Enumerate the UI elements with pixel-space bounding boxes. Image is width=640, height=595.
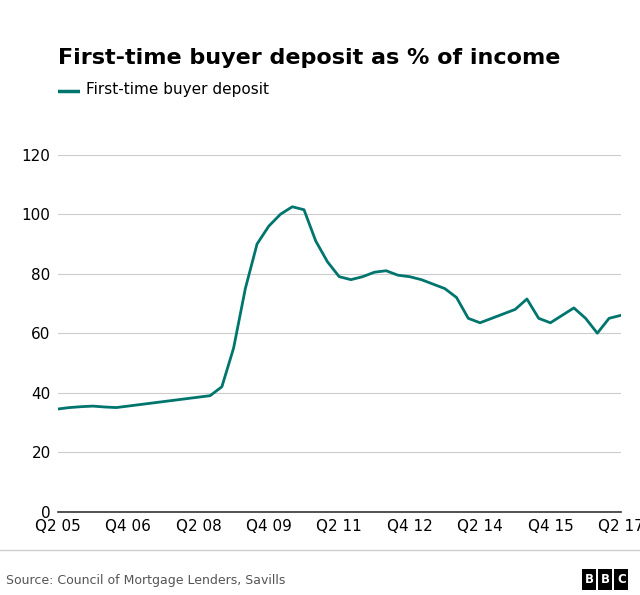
Text: B: B — [585, 573, 594, 586]
Text: B: B — [601, 573, 610, 586]
Text: C: C — [617, 573, 626, 586]
Text: First-time buyer deposit as % of income: First-time buyer deposit as % of income — [58, 48, 560, 68]
Text: First-time buyer deposit: First-time buyer deposit — [86, 82, 269, 98]
Text: Source: Council of Mortgage Lenders, Savills: Source: Council of Mortgage Lenders, Sav… — [6, 574, 286, 587]
